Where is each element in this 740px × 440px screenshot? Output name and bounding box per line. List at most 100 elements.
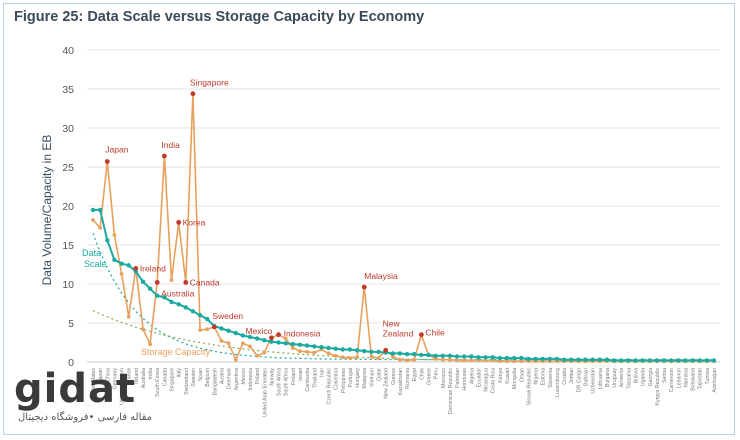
y-tick-label: 10: [62, 279, 74, 291]
point-data-scale: [255, 336, 260, 341]
annotation-label: Japan: [105, 145, 128, 155]
x-tick-label: Qatar: [377, 368, 383, 381]
y-tick-label: 15: [62, 240, 74, 252]
point-data-scale: [390, 351, 395, 356]
point-data-scale: [419, 352, 424, 358]
point-data-scale: [97, 207, 103, 213]
point-data-scale: [233, 330, 238, 336]
x-tick-label: Vietnam: [369, 368, 375, 387]
series-layer: [90, 91, 717, 364]
annotation-label-part: Korea: [183, 217, 206, 227]
x-tick-label: South Africa: [284, 368, 290, 396]
point-data-scale: [247, 334, 253, 340]
point-storage-capacity: [448, 357, 452, 362]
point-storage-capacity: [205, 327, 210, 332]
point-storage-capacity: [469, 358, 474, 363]
series-line-data-scale: [93, 208, 714, 362]
point-storage-capacity: [233, 357, 238, 362]
x-tick-label: Kuwait: [505, 367, 511, 383]
x-tick-label: Oman: [519, 368, 525, 382]
point-data-scale: [340, 347, 345, 352]
x-tick-label: Thailand: [312, 368, 318, 388]
x-tick-label: Colombia: [334, 368, 340, 390]
point-data-scale: [290, 341, 296, 347]
point-data-scale: [283, 341, 288, 346]
x-tick-label: Japan: [98, 368, 104, 382]
x-tick-label: Luxembourg: [555, 368, 561, 397]
point-storage-capacity: [119, 272, 124, 276]
point-storage-capacity: [283, 336, 288, 341]
point-data-scale: [376, 349, 381, 355]
x-tick-label: Hungary: [355, 368, 361, 388]
x-tick-label: Lebanon: [676, 368, 682, 388]
x-tick-label: China: [105, 368, 111, 382]
annotation-marker: [190, 91, 196, 97]
x-tick-layer: United States Japan China Germany United Kin…: [91, 367, 718, 417]
point-data-scale: [176, 302, 181, 307]
grid-layer: 0 5 10 15 20 25 30 35 40: [62, 45, 720, 369]
watermark-tagline: مقاله فارسی •فروشگاه دیجیتال: [18, 412, 153, 423]
point-data-scale: [269, 339, 274, 344]
point-data-scale: [126, 263, 131, 268]
point-data-scale: [105, 238, 110, 243]
point-storage-capacity: [433, 357, 438, 361]
annotation-label: Mexico: [245, 326, 272, 336]
point-data-scale: [297, 342, 303, 347]
point-storage-capacity: [148, 342, 153, 346]
annotation-label: Singapore: [190, 78, 229, 88]
point-data-scale: [440, 353, 445, 358]
point-data-scale: [497, 355, 503, 361]
point-data-scale: [669, 358, 674, 363]
point-data-scale: [490, 355, 495, 360]
x-tick-label: Iran: [319, 368, 325, 377]
x-tick-label: Ireland: [134, 368, 140, 384]
point-data-scale: [690, 358, 695, 363]
legend-data-scale-word-2: Scale: [84, 259, 107, 269]
x-tick-label: Uruguay: [612, 368, 618, 388]
point-data-scale: [162, 295, 167, 300]
point-storage-capacity: [405, 358, 409, 363]
page-title: Figure 25: Data Scale versus Storage Cap…: [14, 9, 425, 25]
x-tick-label: Kazakhstan: [398, 368, 404, 395]
point-data-scale: [426, 352, 431, 358]
point-data-scale: [197, 313, 203, 318]
x-tick-label: Algeria: [469, 368, 475, 384]
annotation-label: Chile: [425, 328, 445, 338]
point-data-scale: [590, 357, 595, 362]
x-tick-label: Jordan: [569, 368, 575, 384]
point-storage-capacity: [248, 344, 252, 349]
x-tick-label: Bahrain: [584, 368, 590, 386]
x-tick-label: Romania: [405, 368, 411, 389]
annotation-label: Ireland: [140, 263, 166, 273]
x-tick-label: Estonia: [541, 368, 547, 385]
point-data-scale: [140, 279, 146, 284]
point-storage-capacity: [298, 349, 302, 353]
point-data-scale: [526, 356, 531, 362]
x-tick-label: United States: [91, 368, 97, 400]
point-storage-capacity: [476, 358, 481, 363]
point-data-scale: [404, 352, 410, 357]
point-data-scale: [462, 354, 467, 359]
y-tick-label: 0: [68, 357, 74, 369]
x-tick-label: Germany: [112, 368, 118, 390]
x-tick-label: Poland: [255, 368, 261, 384]
point-data-scale: [369, 349, 374, 355]
point-storage-capacity: [169, 278, 174, 282]
x-tick-label: Switzerland: [184, 368, 190, 395]
y-tick-label: 30: [62, 123, 74, 135]
x-tick-label: Croatia: [562, 368, 568, 385]
x-tick-label: Italy: [177, 368, 183, 378]
x-tick-label: New Zealand: [384, 368, 390, 399]
annotation-label-part: Mexico: [245, 326, 272, 336]
x-tick-label: Portugal: [348, 368, 354, 387]
x-tick-label: Tunisia: [705, 368, 711, 385]
point-storage-capacity: [462, 358, 467, 363]
point-data-scale: [347, 347, 353, 352]
point-data-scale: [511, 355, 517, 361]
point-storage-capacity: [512, 359, 516, 364]
point-data-scale: [119, 261, 124, 266]
point-storage-capacity: [141, 327, 145, 332]
point-data-scale: [319, 345, 324, 350]
point-data-scale: [183, 305, 188, 310]
